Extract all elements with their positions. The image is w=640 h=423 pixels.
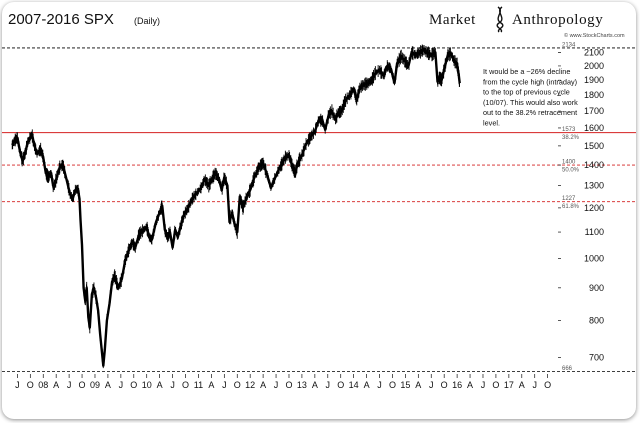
y-tick-label: 800 [589,316,604,326]
x-tick-label: A [53,380,59,390]
x-tick-label: A [260,380,266,390]
annotation-line: (10/07). This would also work [483,98,578,107]
level-label-2134: 2134 [562,42,576,48]
x-tick-label: J [532,380,537,390]
x-tick-label: O [285,380,292,390]
y-tick-label: 700 [589,353,604,363]
y-tick-label: 1000 [584,254,604,264]
x-tick-label: 15 [400,380,410,390]
annotation-line: out to the 38.2% retracement [483,108,577,117]
annotation-line: It would be a ~26% decline [483,67,570,76]
x-tick-label: J [67,380,72,390]
x-tick-label: A [415,380,421,390]
y-tick-label: 2100 [584,47,604,57]
price-series [11,44,461,369]
x-tick-label: J [377,380,382,390]
y-tick-label: 1700 [584,106,604,116]
x-tick-label: O [182,380,189,390]
y-tick-label: 1400 [584,160,604,170]
x-tick-label: 16 [452,380,462,390]
level-label-1400: 1400 [562,160,576,166]
y-tick-label: 1500 [584,141,604,151]
x-tick-label: O [27,380,34,390]
x-tick-label: O [337,380,344,390]
x-tick-label: J [274,380,279,390]
chart-title: 2007-2016 SPX [8,11,114,28]
x-tick-label: O [79,380,86,390]
price-line [11,48,461,367]
chart-subtitle: (Daily) [134,16,160,26]
x-tick-label: J [15,380,20,390]
y-tick-label: 2000 [584,61,604,71]
x-tick-label: A [105,380,111,390]
x-tick-label: J [222,380,227,390]
x-tick-label: 12 [245,380,255,390]
level-sublabel-1573: 38.2% [562,135,580,141]
x-tick-label: J [119,380,124,390]
y-tick-label: 1200 [584,203,604,213]
stockcharts-credit: © www.StockCharts.com [564,32,625,39]
spx-chart: 2007-2016 SPX (Daily) Market Anthropolog… [2,6,636,390]
x-tick-label: J [429,380,434,390]
annotation-line: level. [483,119,500,128]
level-sublabel-1400: 50.0% [562,168,580,174]
x-tick-label: A [519,380,525,390]
y-tick-label: 1100 [585,227,604,237]
x-tick-label: O [544,380,551,390]
x-tick-label: J [170,380,175,390]
x-tick-label: 09 [90,380,100,390]
annotation-line: from the cycle high (intraday) [483,77,577,86]
y-tick-label: 1800 [584,90,604,100]
y-axis: 700 800 900 1000 1100 1200 1300 1400 1500 1600 170… [558,47,604,363]
level-lines: 2134 1573 38.2% 1400 50.0% 1227 61.8% 666 [2,42,636,372]
y-tick-label: 1300 [584,181,604,191]
y-tick-label: 1900 [584,75,604,85]
chart-card: 2007-2016 SPX (Daily) Market Anthropolog… [2,2,636,419]
x-tick-label: A [364,380,370,390]
y-tick-label: 1600 [584,123,604,133]
x-tick-label: 14 [349,380,359,390]
x-tick-label: 08 [38,380,48,390]
level-label-1573: 1573 [562,127,576,133]
x-tick-label: O [389,380,396,390]
x-tick-label: O [130,380,137,390]
x-tick-label: O [234,380,241,390]
x-tick-label: J [326,380,331,390]
level-label-1227: 1227 [562,196,576,202]
y-tick-label: 900 [589,283,604,293]
x-tick-label: 10 [142,380,152,390]
level-sublabel-1227: 61.8% [562,204,580,210]
x-tick-label: A [467,380,473,390]
annotation-line: to the top of previous cycle [483,88,570,97]
x-tick-label: A [208,380,214,390]
x-axis: J O 08 A J O 09 A J O 10 A J O 11 A J O 12 A J O 13 A J O 14 A J O 15 A… [15,374,551,390]
x-tick-label: O [441,380,448,390]
brand-right: Anthropology [512,12,603,28]
x-tick-label: A [157,380,163,390]
brand-left: Market [429,12,476,28]
level-label-666: 666 [562,366,573,372]
x-tick-label: A [312,380,318,390]
x-tick-label: J [481,380,486,390]
x-tick-label: 17 [504,380,514,390]
x-tick-label: O [492,380,499,390]
x-tick-label: 11 [194,380,203,390]
x-tick-label: 13 [297,380,307,390]
dna-logo-icon [496,6,504,33]
